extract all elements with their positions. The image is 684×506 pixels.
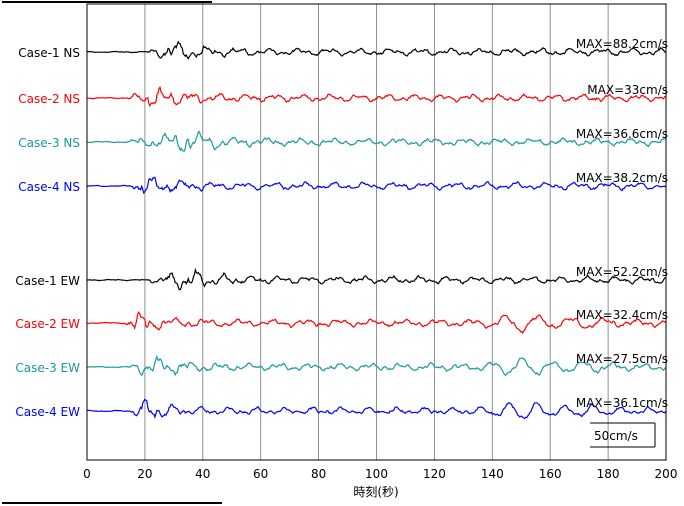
series-label: Case-1 EW [15, 274, 80, 288]
series-label: Case-2 NS [18, 92, 80, 106]
x-tick-label: 20 [137, 467, 152, 481]
series-label: Case-4 EW [15, 405, 80, 419]
trace-line [86, 267, 666, 291]
plot-frame [86, 3, 667, 461]
max-label: MAX=38.2cm/s [576, 171, 668, 185]
traces [86, 40, 667, 420]
series-label: Case-3 NS [18, 136, 80, 150]
max-label: MAX=36.1cm/s [576, 396, 668, 410]
x-axis-title: 時刻(秒) [353, 485, 398, 499]
max-label: MAX=27.5cm/s [576, 352, 668, 366]
vertical-grid [144, 4, 609, 460]
trace-line [86, 176, 666, 195]
series-label: Case-4 NS [18, 180, 80, 194]
max-labels: MAX=88.2cm/s MAX=33cm/s MAX=36.6cm/s MAX=38… [576, 37, 668, 410]
series-labels: Case-1 NS Case-2 NS Case-3 NS Case-4 NS Case… [15, 46, 80, 419]
x-tick-labels: 0 20 40 60 80 100 120 140 160 180 200 [83, 467, 677, 481]
series-label: Case-3 EW [15, 361, 80, 375]
x-tick-label: 120 [423, 467, 446, 481]
trace-line [86, 130, 666, 152]
x-tick-label: 200 [655, 467, 678, 481]
x-tick-label: 100 [365, 467, 388, 481]
trace-line [86, 311, 666, 334]
max-label: MAX=32.4cm/s [576, 308, 668, 322]
trace-line [86, 398, 667, 420]
x-tick-label: 80 [311, 467, 326, 481]
trace-line [86, 40, 666, 60]
x-tick-label: 140 [481, 467, 504, 481]
x-tick-label: 60 [253, 467, 268, 481]
scale-bar-label: 50cm/s [594, 429, 638, 443]
x-tick-label: 180 [597, 467, 620, 481]
trace-line [86, 85, 666, 108]
x-tick-label: 40 [195, 467, 210, 481]
max-label: MAX=88.2cm/s [576, 37, 668, 51]
max-label: MAX=52.2cm/s [576, 265, 668, 279]
max-label: MAX=33cm/s [587, 83, 668, 97]
x-tick-label: 160 [539, 467, 562, 481]
x-tick-label: 0 [83, 467, 91, 481]
max-label: MAX=36.6cm/s [576, 127, 668, 141]
series-label: Case-1 NS [18, 46, 80, 60]
series-label: Case-2 EW [15, 317, 80, 331]
trace-line [87, 354, 667, 377]
scale-bar: 50cm/s [590, 422, 656, 448]
